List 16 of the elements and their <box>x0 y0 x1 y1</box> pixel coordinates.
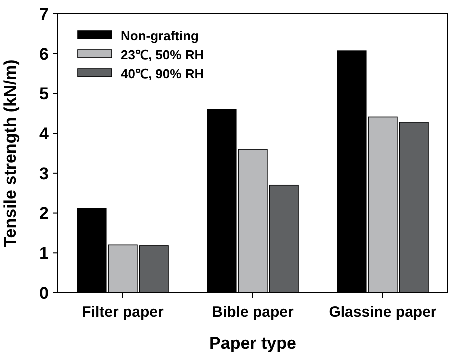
y-tick-label: 2 <box>40 204 49 224</box>
y-tick-label: 4 <box>40 124 50 144</box>
x-axis-title: Paper type <box>210 334 296 353</box>
y-tick-label: 5 <box>40 84 49 104</box>
y-axis-title: Tensile strength (kN/m) <box>1 60 20 248</box>
x-tick-label: Bible paper <box>212 304 294 321</box>
y-tick-label: 1 <box>40 244 49 264</box>
y-tick-label: 6 <box>40 44 49 64</box>
y-tick-label: 0 <box>40 284 49 303</box>
legend-label: 23℃, 50% RH <box>121 48 204 63</box>
x-tick-label: Glassine paper <box>329 304 437 321</box>
y-tick-label: 3 <box>40 164 49 184</box>
x-tick-label: Filter paper <box>82 304 164 321</box>
y-tick-label: 7 <box>40 4 49 24</box>
legend-label: 40℃, 90% RH <box>121 66 204 82</box>
legend-label: Non-grafting <box>121 28 200 44</box>
